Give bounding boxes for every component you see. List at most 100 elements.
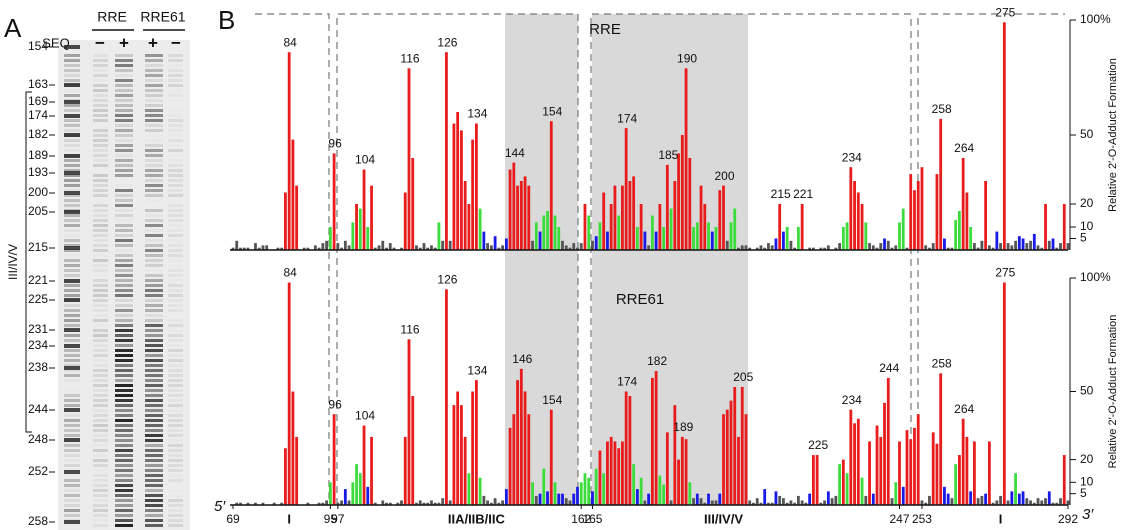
gel-band [64, 171, 80, 175]
gel-band [64, 279, 80, 283]
gel-band [64, 504, 80, 507]
bar [782, 498, 785, 505]
bar [999, 496, 1002, 505]
chart-title: RRE61 [616, 291, 664, 308]
bar [887, 378, 890, 505]
gel-band [168, 304, 183, 307]
gel-band [64, 499, 80, 502]
bar [411, 158, 414, 250]
gel-band [115, 249, 133, 252]
gel-band [93, 334, 108, 337]
gel-band [93, 454, 108, 457]
gel-band [145, 184, 163, 187]
gel-band [168, 384, 183, 387]
bar [939, 373, 942, 505]
peak-label: 264 [954, 402, 974, 416]
bar [662, 485, 665, 505]
bar [707, 222, 710, 250]
gel-band [93, 174, 108, 177]
bar [475, 124, 478, 251]
bar [943, 487, 946, 505]
gel-band [64, 214, 80, 217]
bar [891, 498, 894, 505]
bar [1022, 239, 1025, 251]
gel-band [64, 159, 80, 162]
bar [438, 222, 441, 250]
bar [801, 204, 804, 250]
gel-band [145, 419, 163, 422]
gel-band [168, 319, 183, 322]
bar [479, 478, 482, 505]
gel-band [64, 339, 80, 342]
bar [1007, 243, 1010, 250]
gel-band [64, 314, 80, 317]
bar [857, 419, 860, 505]
peak-label: 134 [467, 363, 487, 377]
gel-band [93, 134, 108, 137]
bar [812, 455, 815, 505]
bar [973, 243, 976, 250]
bar [718, 190, 721, 250]
gel-band [168, 274, 183, 277]
bar [936, 444, 939, 505]
gel-band [93, 299, 108, 302]
bar [336, 243, 339, 250]
gel-band [64, 69, 80, 72]
bar [943, 239, 946, 251]
peak-label: 275 [995, 5, 1015, 19]
bar [980, 241, 983, 250]
bar [902, 487, 905, 505]
gel-band [115, 239, 133, 242]
gel-band [64, 408, 80, 412]
y-axis-label: Relative 2′-O-Adduct Formation [1107, 315, 1119, 469]
gel-band [168, 254, 183, 257]
bar [977, 498, 980, 505]
gel-band [115, 119, 133, 122]
bar [700, 186, 703, 250]
bar [606, 232, 609, 250]
gel-band [115, 319, 133, 322]
y-tick-label: 20 [1080, 196, 1094, 210]
gel-band [115, 349, 133, 352]
gel-band [145, 509, 163, 512]
gel-band [64, 334, 80, 337]
gel-band [64, 210, 80, 214]
gel-band [64, 464, 80, 467]
marker-label: 200 [28, 185, 48, 199]
bar [284, 193, 287, 251]
gel-band [93, 279, 108, 282]
chart-title: RRE [589, 21, 621, 38]
bar [625, 128, 628, 250]
gel-band [93, 254, 108, 257]
bar [494, 236, 497, 250]
bar [730, 401, 733, 505]
gel-band [168, 189, 183, 192]
gel-band [64, 154, 80, 158]
gel-band [64, 349, 80, 352]
gel-band [115, 69, 133, 72]
gel-band [93, 129, 108, 132]
gel-band [145, 159, 163, 162]
peak-label: 182 [647, 354, 667, 368]
gel-band [93, 439, 108, 442]
bar [775, 239, 778, 251]
gel-band [115, 414, 133, 417]
end-label: 5′ [214, 498, 226, 515]
peak-label: 215 [771, 187, 791, 201]
gel-band [93, 204, 108, 207]
bar [831, 498, 834, 505]
bar [692, 498, 695, 505]
bar [861, 204, 864, 250]
bar [1059, 498, 1062, 505]
bar [808, 494, 811, 505]
bar [370, 437, 373, 505]
gel-band [93, 294, 108, 297]
bar [1063, 204, 1066, 250]
gel-band [168, 214, 183, 217]
bar [763, 489, 766, 505]
gel-band [115, 304, 133, 307]
gel-band [93, 494, 108, 497]
gel-band [168, 154, 183, 157]
bar [344, 241, 347, 250]
bar [1029, 241, 1032, 250]
